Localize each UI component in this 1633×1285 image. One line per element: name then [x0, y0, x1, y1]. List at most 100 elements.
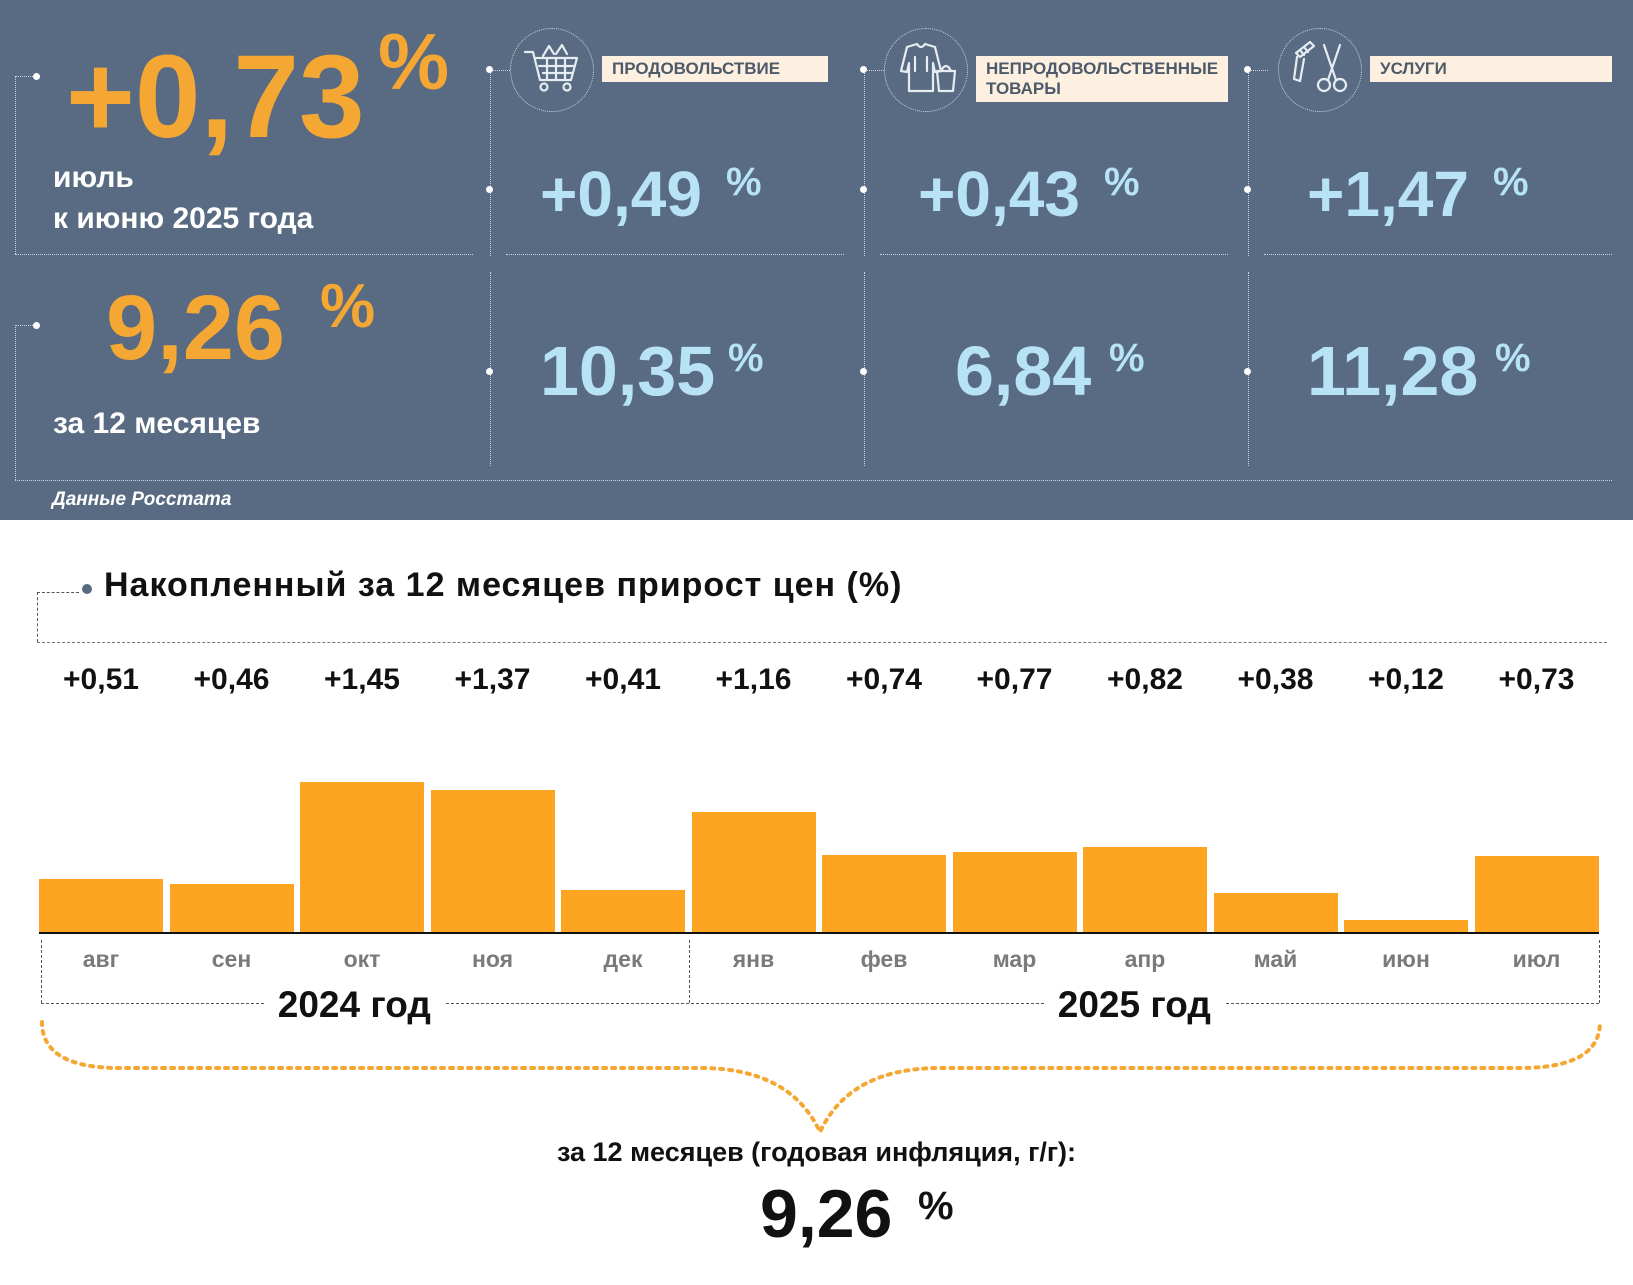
month-label: янв	[732, 946, 775, 972]
scissors-comb-icon	[1290, 39, 1350, 102]
category-name-line2: ТОВАРЫ	[986, 79, 1061, 98]
annual-total-unit: %	[918, 1184, 954, 1228]
connector-dot	[1244, 186, 1251, 193]
category-annual-value: 6,84	[955, 332, 1092, 410]
connector-line	[15, 325, 16, 480]
bar-июл	[1474, 856, 1599, 932]
connector-line	[490, 70, 510, 71]
monthly-label-period: к июню 2025 года	[53, 201, 314, 235]
month-label: июн	[1382, 946, 1430, 972]
divider-line	[15, 254, 473, 255]
x-axis-baseline	[39, 932, 1599, 934]
divider-line	[506, 254, 844, 255]
month-label: июл	[1512, 946, 1561, 972]
bar-апр	[1083, 847, 1207, 932]
month-label: май	[1253, 946, 1298, 972]
connector-line	[15, 76, 16, 254]
connector-dot	[33, 73, 40, 80]
year-bracket-line	[41, 1003, 1599, 1004]
year-bracket-line	[41, 940, 42, 1003]
summary-panel: +0,73 % июль к июню 2025 года 9,26 % за …	[0, 0, 1633, 520]
annual-inflation-value: 9,26	[106, 277, 286, 379]
bar-дек	[561, 889, 685, 932]
connector-dot	[860, 368, 867, 375]
bar-value-label: +0,51	[63, 663, 139, 696]
bar-value-label: +1,45	[324, 663, 400, 696]
month-label: ноя	[471, 946, 514, 972]
year-bracket-line	[1599, 940, 1600, 1003]
category-label-0: ПРОДОВОЛЬСТВИЕ	[602, 56, 828, 82]
connector-dot	[33, 322, 40, 329]
bar-value-label: +0,38	[1237, 663, 1314, 696]
category-annual-unit: %	[728, 336, 764, 380]
title-connector	[37, 592, 38, 642]
bar-value-label: +0,74	[846, 663, 922, 696]
divider-line	[880, 254, 1228, 255]
annual-total-label: за 12 месяцев (годовая инфляция, г/г):	[556, 1137, 1077, 1167]
scissors-comb-icon-circle	[1278, 28, 1362, 112]
month-label: дек	[603, 946, 643, 972]
monthly-label-month: июль	[53, 161, 134, 194]
column-line	[1248, 70, 1249, 256]
bar-value-label: +0,82	[1107, 663, 1183, 696]
connector-dot	[1244, 66, 1251, 73]
connector-dot	[860, 66, 867, 73]
divider-line	[15, 480, 1612, 481]
bar-окт	[300, 782, 424, 932]
clothing-icon	[893, 41, 959, 100]
connector-dot	[1244, 368, 1251, 375]
monthly-inflation-unit: %	[378, 17, 450, 106]
month-label: фев	[860, 946, 908, 972]
column-line	[864, 70, 865, 256]
bar-value-label: +1,16	[715, 663, 792, 696]
bar-value-label: +0,77	[976, 663, 1053, 696]
column-line	[490, 70, 491, 256]
clothing-icon-circle	[884, 28, 968, 112]
category-annual-unit: %	[1495, 336, 1531, 380]
annual-inflation-unit: %	[320, 272, 376, 341]
month-label: апр	[1124, 946, 1166, 972]
category-label-2: УСЛУГИ	[1370, 56, 1612, 82]
year-label-2025: 2025 год	[1043, 984, 1225, 1026]
year-label-2024: 2024 год	[263, 984, 445, 1026]
divider-line	[1264, 254, 1612, 255]
month-label: мар	[992, 946, 1037, 972]
annual-total-value: 9,26	[760, 1176, 893, 1252]
bar-value-label: +0,41	[585, 663, 661, 696]
bar-авг	[39, 879, 163, 932]
chart-title: Накопленный за 12 месяцев прирост цен (%…	[104, 566, 903, 604]
bar-value-label: +0,12	[1368, 663, 1444, 696]
shopping-cart-icon-circle	[510, 28, 594, 112]
title-divider	[37, 642, 1607, 643]
data-source: Данные Росстата	[52, 489, 232, 510]
connector-dot	[860, 186, 867, 193]
category-annual-value: 11,28	[1307, 332, 1479, 410]
month-label: сен	[211, 946, 252, 972]
month-label: окт	[343, 946, 381, 972]
category-monthly-value: +1,47	[1307, 158, 1469, 230]
category-monthly-value: +0,49	[540, 158, 702, 230]
annual-label: за 12 месяцев	[53, 407, 261, 440]
shopping-cart-icon	[523, 42, 581, 99]
connector-line	[864, 70, 884, 71]
bar-янв	[691, 812, 816, 932]
category-name: ПРОДОВОЛЬСТВИЕ	[612, 59, 781, 78]
category-name: УСЛУГИ	[1380, 59, 1447, 78]
bar-мар	[952, 852, 1077, 932]
title-connector	[37, 592, 79, 593]
category-annual-value: 10,35	[540, 332, 716, 410]
connector-line	[15, 325, 35, 326]
connector-dot	[486, 66, 493, 73]
category-monthly-unit: %	[726, 160, 762, 204]
bar-июн	[1344, 919, 1468, 932]
bar-ноя	[430, 790, 555, 932]
category-annual-unit: %	[1109, 336, 1145, 380]
bar-value-label: +0,46	[193, 663, 270, 696]
bar-value-label: +1,37	[454, 663, 531, 696]
category-monthly-unit: %	[1493, 160, 1529, 204]
connector-line	[1248, 70, 1268, 71]
category-monthly-value: +0,43	[918, 158, 1080, 230]
bar-май	[1213, 892, 1338, 932]
bar-фев	[822, 855, 946, 932]
monthly-label: июль к июню 2025 года	[53, 158, 313, 239]
